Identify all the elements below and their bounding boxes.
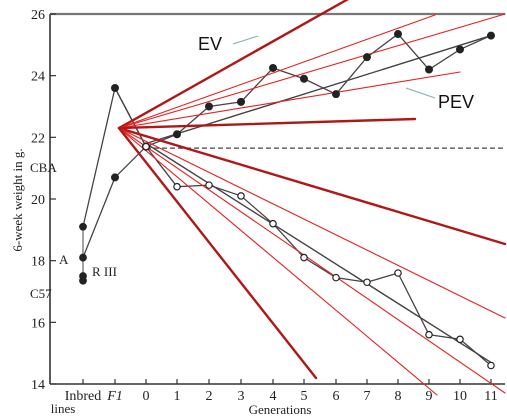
series-2-point-10 <box>456 335 464 344</box>
series-1-point-0 <box>110 173 119 182</box>
series-0-point-3 <box>205 102 214 111</box>
inbred-point-cba <box>79 222 87 231</box>
series-line-2 <box>145 146 492 366</box>
series-0-point-0 <box>110 83 119 92</box>
y-tick-label-20: 20 <box>31 193 45 208</box>
y-axis-title: 6-week weight in g. <box>10 148 25 251</box>
y-tick-label-16: 16 <box>31 316 45 331</box>
overlay-fan-line-9 <box>117 126 318 380</box>
x-tick-label-10: 10 <box>453 389 467 404</box>
overlay-fan-line-1 <box>118 13 506 129</box>
inbred-point-a <box>79 253 87 262</box>
series-0-point-12 <box>487 31 496 40</box>
y-tick-label-24: 24 <box>31 70 45 85</box>
series-2-point-7 <box>363 278 371 287</box>
y-tick-label-14: 14 <box>31 378 45 393</box>
strain-label-r3: R III <box>92 264 117 279</box>
x-tick-label-9: 9 <box>426 389 433 404</box>
y-tick-label-26: 26 <box>31 8 45 23</box>
x-tick-label-0: 0 <box>143 389 150 404</box>
x-tick-label-4: 4 <box>270 389 277 404</box>
series-2-point-1 <box>173 182 181 191</box>
fit-line-1 <box>145 142 492 364</box>
inbred-point-c57 <box>79 276 87 285</box>
series-2-point-2 <box>205 181 213 189</box>
series-0-point-6 <box>300 74 309 83</box>
series-group <box>82 33 505 366</box>
overlay-fan-line-8 <box>118 127 438 396</box>
pev-label: PEV <box>438 92 474 112</box>
x-axis-title: Generations <box>249 402 312 417</box>
overlay-fan-line-2 <box>118 14 436 129</box>
strain-label-c57: C57 <box>30 286 52 301</box>
overlay-fan-line-6 <box>118 127 506 319</box>
series-0-point-7 <box>332 90 341 99</box>
y-tick-label-22: 22 <box>31 131 45 146</box>
series-0-point-9 <box>394 30 403 39</box>
x-tick-label-3: 3 <box>238 389 245 404</box>
series-2-point-5 <box>300 253 308 262</box>
overlay-fan-line-5 <box>117 126 507 246</box>
overlay-fan-line-4 <box>117 117 417 130</box>
series-line-0 <box>114 33 492 148</box>
x-axis-subtitle-lines: lines <box>51 401 76 416</box>
series-2-point-9 <box>425 330 433 339</box>
overlay-fan-line-7 <box>118 127 506 394</box>
axes-group: 14 16 18 20 22 24 26 Inbred F1 0 1 2 3 4 5 6 7 8 9 10 11 <box>31 8 505 404</box>
series-2-point-11 <box>487 361 495 370</box>
ev-label: EV <box>198 34 222 54</box>
x-tick-label-6: 6 <box>333 389 340 404</box>
overlay-fan-line-0 <box>117 0 349 130</box>
x-tick-label-1: 1 <box>174 389 181 404</box>
points-group <box>79 30 496 370</box>
ev-pointer <box>232 35 259 45</box>
inbred-to-f1-low-line <box>82 177 116 258</box>
series-2-point-4 <box>269 219 277 228</box>
series-0-point-11 <box>456 45 465 54</box>
overlay-lines-group <box>117 0 507 396</box>
x-tick-label-2: 2 <box>206 389 213 404</box>
strain-label-cba: CBA <box>30 160 57 175</box>
series-0-point-5 <box>269 63 278 72</box>
x-tick-label-Inbred: Inbred <box>65 389 102 404</box>
strain-label-a: A <box>59 252 69 267</box>
x-tick-label-8: 8 <box>395 389 402 404</box>
inbred-to-f1-high-line <box>82 86 147 227</box>
overlay-fan-line-3 <box>118 71 461 129</box>
x-tick-label-F1: F1 <box>106 389 123 404</box>
y-tick-label-18: 18 <box>31 255 45 270</box>
series-0-point-8 <box>363 53 372 62</box>
x-tick-label-11: 11 <box>484 389 497 404</box>
pev-pointer <box>405 87 436 99</box>
series-2-point-8 <box>394 269 402 277</box>
series-0-point-10 <box>425 65 434 74</box>
series-0-point-2 <box>173 130 182 139</box>
series-2-point-0 <box>142 142 150 151</box>
series-2-point-6 <box>332 273 340 282</box>
series-line-1 <box>114 146 147 178</box>
series-0-point-4 <box>237 97 246 106</box>
x-tick-label-5: 5 <box>301 389 308 404</box>
series-2-point-3 <box>237 192 245 200</box>
x-tick-label-7: 7 <box>364 389 371 404</box>
